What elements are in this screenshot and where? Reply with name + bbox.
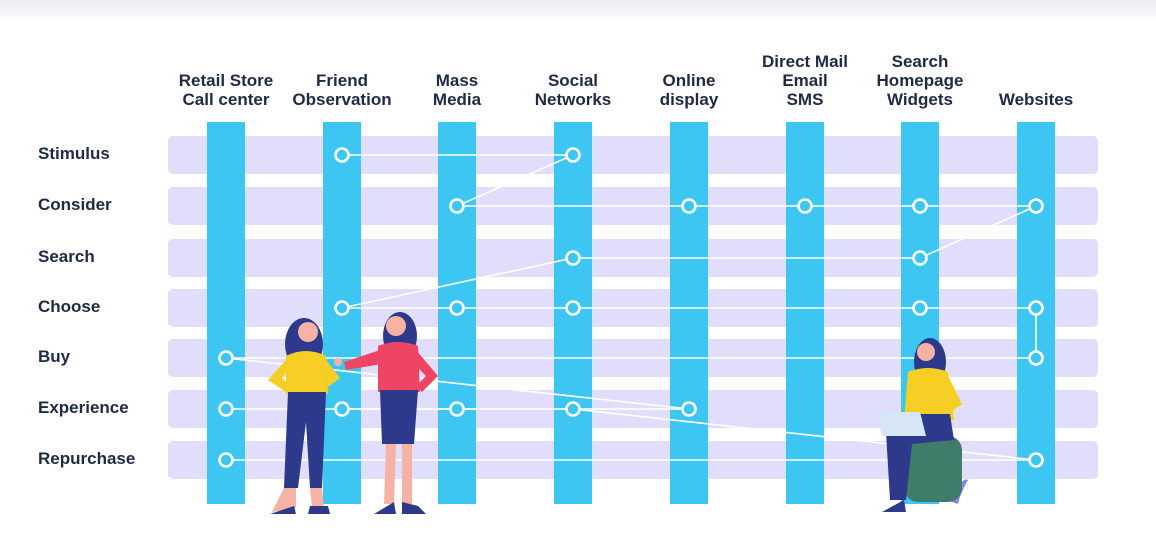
column-label-retail: Retail Store Call center — [178, 71, 274, 109]
left-shoe — [270, 506, 296, 514]
pants — [284, 392, 326, 488]
right-shoe — [308, 506, 330, 514]
node-choose-friend — [334, 300, 350, 316]
people-illustrations — [268, 312, 968, 514]
hand — [334, 358, 342, 366]
woman-arms-on-hips-figure — [268, 318, 340, 514]
skirt — [380, 390, 418, 444]
shoe — [882, 500, 906, 512]
arm — [934, 376, 962, 420]
channel-bar-retail — [207, 122, 245, 504]
node-search-social — [565, 250, 581, 266]
column-label-mass: Mass Media — [432, 71, 482, 109]
row-label-stimulus: Stimulus — [38, 144, 110, 163]
node-consider-search — [912, 198, 928, 214]
node-repurchase-retail — [218, 452, 234, 468]
column-label-direct: Direct Mail Email SMS — [762, 52, 848, 109]
node-choose-mass — [449, 300, 465, 316]
pointing-arm — [344, 350, 382, 370]
channel-bar-online — [670, 122, 708, 504]
node-experience-retail — [218, 401, 234, 417]
column-label-online: Online display — [659, 71, 719, 109]
journey-nodes — [218, 147, 1044, 468]
node-buy-retail — [218, 350, 234, 366]
top-fade — [0, 0, 1156, 22]
node-experience-social — [565, 401, 581, 417]
node-choose-websites — [1028, 300, 1044, 316]
head — [917, 343, 935, 361]
left-shoe — [374, 502, 396, 514]
laptop — [876, 412, 926, 436]
node-experience-friend — [334, 401, 350, 417]
shirt — [378, 342, 420, 392]
node-search-search — [912, 250, 928, 266]
connector-line — [341, 257, 574, 309]
right-leg — [402, 444, 412, 504]
row-label-experience: Experience — [38, 398, 129, 417]
channel-bars — [207, 122, 1055, 504]
head — [298, 322, 318, 342]
head — [386, 316, 406, 336]
left-leg — [272, 488, 296, 512]
right-leg — [310, 488, 324, 508]
seat — [904, 436, 962, 502]
node-stimulus-friend — [334, 147, 350, 163]
row-label-choose: Choose — [38, 297, 101, 316]
woman-pointing-figure — [334, 312, 438, 514]
shirt — [286, 351, 328, 394]
connector-line — [919, 205, 1037, 259]
node-choose-search — [912, 300, 928, 316]
node-repurchase-websites — [1028, 452, 1044, 468]
left-arm — [268, 360, 292, 392]
node-consider-websites — [1028, 198, 1044, 214]
right-shoe — [402, 502, 426, 514]
node-experience-mass — [449, 401, 465, 417]
shirt — [904, 368, 954, 420]
node-consider-online — [681, 198, 697, 214]
row-label-consider: Consider — [38, 195, 112, 214]
column-label-friend: Friend Observation — [292, 71, 392, 109]
channel-bar-direct — [786, 122, 824, 504]
arm-on-hip — [412, 350, 438, 392]
row-band-stimulus — [168, 136, 1098, 174]
column-label-social: Social Networks — [534, 71, 612, 109]
column-label-search: Search Homepage Widgets — [876, 52, 964, 109]
woman-with-laptop-figure — [876, 338, 968, 512]
node-buy-websites — [1028, 350, 1044, 366]
column-label-websites: Websites — [998, 90, 1074, 109]
left-leg — [384, 444, 396, 504]
connector-line — [456, 154, 574, 207]
row-label-buy: Buy — [38, 347, 71, 366]
right-arm — [320, 360, 340, 390]
node-consider-mass — [449, 198, 465, 214]
node-consider-direct — [797, 198, 813, 214]
node-experience-online — [681, 401, 697, 417]
node-choose-social — [565, 300, 581, 316]
node-stimulus-social — [565, 147, 581, 163]
row-label-repurchase: Repurchase — [38, 449, 136, 468]
row-label-search: Search — [38, 247, 95, 266]
